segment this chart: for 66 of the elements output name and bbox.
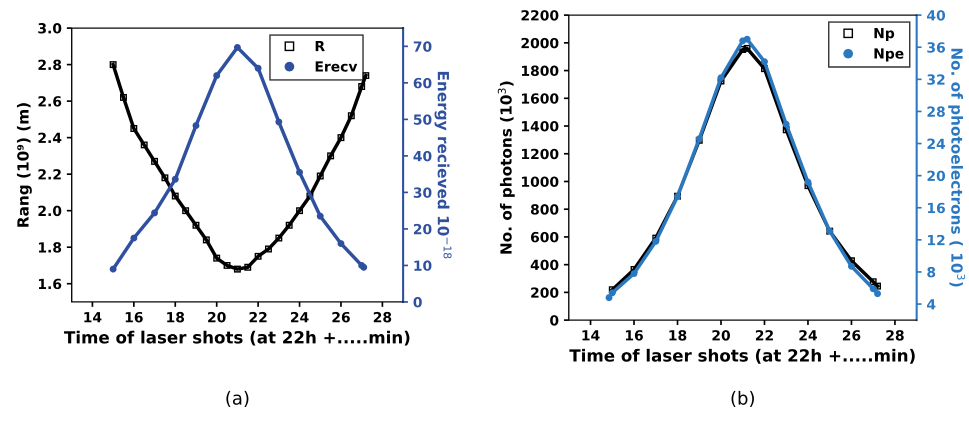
y-tick-label: 1200 bbox=[522, 148, 558, 160]
y2-tick-label: 32 bbox=[927, 74, 945, 85]
x-tick-label: 20 bbox=[208, 312, 226, 322]
y2-tick-label: 0 bbox=[413, 296, 422, 308]
x-tick-label: 18 bbox=[669, 330, 686, 341]
legend-label: Npe bbox=[874, 48, 904, 62]
y-tick-label: 2000 bbox=[522, 38, 558, 48]
text: (a) bbox=[226, 390, 248, 407]
y2-tick-label: 36 bbox=[927, 42, 945, 53]
y-axis-title: Rang (10⁹) (m) bbox=[16, 103, 32, 227]
y-tick-label: 800 bbox=[530, 204, 558, 215]
x-tick-label: 16 bbox=[626, 330, 643, 341]
x-tick-label: 26 bbox=[332, 312, 350, 322]
y2-tick-label: 20 bbox=[414, 224, 432, 234]
y2-tick-label: 16 bbox=[928, 202, 945, 214]
y-tick-label: 3.0 bbox=[38, 23, 62, 34]
x-tick-label: 24 bbox=[799, 330, 817, 340]
y2-axis-title: Energy recieved 10$^{−18}$ bbox=[434, 72, 452, 258]
y-tick-label: 2.0 bbox=[38, 206, 62, 216]
x-tick-label: 14 bbox=[84, 312, 102, 322]
y2-tick-label: 40 bbox=[927, 10, 946, 21]
y-tick-label: 0 bbox=[550, 315, 558, 326]
y-tick-label: 1.8 bbox=[38, 242, 62, 253]
x-tick-label: 18 bbox=[167, 312, 184, 322]
y2-tick-label: 28 bbox=[927, 106, 945, 117]
y2-tick-label: 30 bbox=[414, 187, 432, 198]
x-tick-label: 16 bbox=[126, 312, 143, 322]
y-tick-label: 1000 bbox=[522, 176, 558, 187]
y-tick-label: 1400 bbox=[522, 120, 558, 132]
y-axis-title: No. of photons (10$^{3}$) bbox=[498, 82, 515, 254]
x-tick-label: 20 bbox=[712, 330, 730, 341]
text: (b) bbox=[732, 390, 754, 407]
x-axis-title: Time of laser shots (at 22h +.....min) bbox=[569, 348, 915, 364]
y2-tick-label: 20 bbox=[927, 170, 946, 182]
legend-label: Erecv bbox=[316, 61, 358, 72]
x-tick-label: 14 bbox=[582, 330, 600, 340]
x-axis-title: Time of laser shots (at 22h +.....min) bbox=[64, 330, 410, 346]
x-tick-label: 22 bbox=[250, 312, 267, 322]
y-tick-label: 1.6 bbox=[38, 278, 62, 290]
y-tick-label: 2200 bbox=[522, 10, 558, 21]
x-tick-label: 28 bbox=[886, 330, 904, 341]
y2-tick-label: 12 bbox=[928, 234, 945, 246]
x-tick-label: 26 bbox=[842, 330, 860, 341]
y-tick-label: 600 bbox=[530, 232, 558, 242]
y-tick-label: 2.6 bbox=[38, 96, 62, 107]
x-tick-label: 28 bbox=[374, 312, 392, 322]
y2-tick-label: 4 bbox=[927, 299, 936, 310]
y-tick-label: 2.8 bbox=[38, 60, 62, 70]
y-tick-label: 1600 bbox=[522, 93, 558, 104]
legend-label: R bbox=[316, 41, 325, 52]
y-tick-label: 400 bbox=[530, 260, 558, 270]
y2-axis-title: No. of photoelectrons ( 10$^{3}$) bbox=[948, 48, 966, 287]
y-tick-label: 2.2 bbox=[38, 169, 61, 180]
y2-tick-label: 50 bbox=[414, 114, 432, 125]
y2-tick-label: 24 bbox=[927, 138, 946, 149]
x-tick-label: 22 bbox=[756, 330, 773, 340]
y-tick-label: 1800 bbox=[522, 66, 558, 76]
y2-tick-label: 8 bbox=[927, 266, 936, 278]
y2-tick-label: 60 bbox=[414, 78, 432, 88]
legend-label: Np bbox=[874, 28, 894, 42]
y2-tick-label: 10 bbox=[414, 260, 432, 271]
y-tick-label: 2.4 bbox=[38, 132, 62, 143]
y2-tick-label: 40 bbox=[413, 150, 432, 162]
y-tick-label: 200 bbox=[531, 287, 558, 298]
x-tick-label: 24 bbox=[290, 312, 309, 322]
y2-tick-label: 70 bbox=[414, 41, 432, 52]
